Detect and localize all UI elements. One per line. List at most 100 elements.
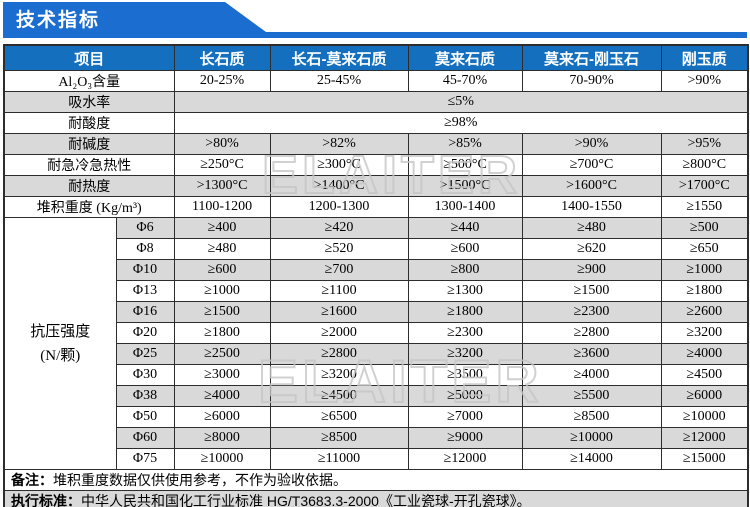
page-title: 技术指标 bbox=[16, 10, 101, 31]
value-cell: ≥650 bbox=[660, 238, 749, 260]
title-banner: 技术指标 bbox=[3, 2, 747, 38]
ball-size-cell: Φ6 bbox=[115, 217, 175, 239]
value-cell: ≥1550 bbox=[660, 196, 749, 218]
value-cell: ≥500 bbox=[660, 217, 749, 239]
value-cell: ≥1500 bbox=[173, 301, 271, 323]
value-cell: ≥300°C bbox=[269, 154, 409, 176]
table-row: Φ25 ≥2500 ≥2800 ≥3200 ≥3600 ≥4000 bbox=[4, 343, 749, 365]
column-header-3: 莫来石质 bbox=[407, 44, 523, 71]
value-cell: ≥12000 bbox=[407, 448, 523, 470]
table-row: 耐碱度 >80% >82% >85% >90% >95% bbox=[3, 133, 749, 155]
table-row: 吸水率 ≤5% bbox=[3, 91, 749, 113]
property-label-cell: 耐热度 bbox=[3, 175, 175, 197]
property-label-cell: 耐急冷急热性 bbox=[3, 154, 175, 176]
strength-label-cell: 抗压强度 (N/颗) bbox=[3, 217, 117, 470]
value-cell: 1200-1300 bbox=[269, 196, 409, 218]
value-cell: >90% bbox=[521, 133, 662, 155]
ball-size-cell: Φ25 bbox=[115, 343, 175, 365]
value-cell: ≥9000 bbox=[407, 427, 523, 449]
value-cell: 1300-1400 bbox=[407, 196, 523, 218]
value-cell: 70-90% bbox=[521, 70, 662, 92]
value-cell: ≥3200 bbox=[407, 343, 523, 365]
value-cell: ≥15000 bbox=[660, 448, 749, 470]
property-label-cell: Al₂O₃含量 bbox=[3, 70, 175, 92]
value-cell: ≥6000 bbox=[173, 406, 271, 428]
value-cell: ≥420 bbox=[269, 217, 409, 239]
table-row: Φ75 ≥10000 ≥11000 ≥12000 ≥14000 ≥15000 bbox=[4, 448, 749, 470]
value-cell: ≥6500 bbox=[269, 406, 409, 428]
table-row: 耐酸度 ≥98% bbox=[3, 112, 749, 134]
value-cell: ≥1600 bbox=[269, 301, 409, 323]
value-cell: ≥3600 bbox=[521, 343, 662, 365]
table-row: Al₂O₃含量 20-25% 25-45% 45-70% 70-90% >90% bbox=[3, 70, 749, 92]
table-row: Φ16 ≥1500 ≥1600 ≥1800 ≥2300 ≥2600 bbox=[4, 301, 749, 323]
value-cell: ≥2800 bbox=[269, 343, 409, 365]
value-cell: >85% bbox=[407, 133, 523, 155]
table-row: 执行标准：中华人民共和国化工行业标准 HG/T3683.3-2000《工业瓷球-… bbox=[3, 490, 749, 507]
value-cell: ≥1500 bbox=[521, 280, 662, 302]
note-text: 堆积重度数据仅供使用参考，不作为验收依据。 bbox=[53, 472, 347, 488]
ball-size-cell: Φ75 bbox=[115, 448, 175, 470]
value-cell: ≥700 bbox=[269, 259, 409, 281]
value-cell: ≥5000 bbox=[407, 385, 523, 407]
value-cell: ≥1800 bbox=[407, 301, 523, 323]
table-row: 耐急冷急热性 ≥250°C ≥300°C ≥500°C ≥700°C ≥800°C bbox=[3, 154, 749, 176]
table-row: 抗压强度 (N/颗) Φ6 ≥400 ≥420 ≥440 ≥480 ≥500 bbox=[3, 217, 749, 470]
value-cell: ≥8000 bbox=[173, 427, 271, 449]
table-row: 备注：堆积重度数据仅供使用参考，不作为验收依据。 bbox=[3, 469, 749, 491]
value-cell: >1700°C bbox=[660, 175, 749, 197]
value-cell: ≥11000 bbox=[269, 448, 409, 470]
value-cell: ≥3500 bbox=[407, 364, 523, 386]
ball-size-cell: Φ10 bbox=[115, 259, 175, 281]
value-cell: ≥500°C bbox=[407, 154, 523, 176]
table-row: 堆积重度 (Kg/m³) 1100-1200 1200-1300 1300-1400 1… bbox=[3, 196, 749, 218]
value-cell: ≥1800 bbox=[173, 322, 271, 344]
note-text: 中华人民共和国化工行业标准 HG/T3683.3-2000《工业瓷球-开孔瓷球》… bbox=[81, 493, 531, 507]
property-label-cell: 吸水率 bbox=[3, 91, 175, 113]
property-label-cell: 耐碱度 bbox=[3, 133, 175, 155]
note-label: 备注： bbox=[11, 472, 53, 488]
value-cell: ≥12000 bbox=[660, 427, 749, 449]
value-cell: >82% bbox=[269, 133, 409, 155]
value-cell: ≥1100 bbox=[269, 280, 409, 302]
remark-cell: 备注：堆积重度数据仅供使用参考，不作为验收依据。 bbox=[3, 469, 749, 491]
value-cell: 1100-1200 bbox=[173, 196, 271, 218]
merged-value-cell: ≥98% bbox=[173, 112, 749, 134]
value-cell: >80% bbox=[173, 133, 271, 155]
value-cell: >90% bbox=[660, 70, 749, 92]
value-cell: ≥480 bbox=[521, 217, 662, 239]
column-header-1: 长石质 bbox=[173, 44, 271, 71]
value-cell: ≥2800 bbox=[521, 322, 662, 344]
value-cell: ≥10000 bbox=[173, 448, 271, 470]
table-row: Φ10 ≥600 ≥700 ≥800 ≥900 ≥1000 bbox=[4, 259, 749, 281]
ball-size-cell: Φ8 bbox=[115, 238, 175, 260]
value-cell: ≥800°C bbox=[660, 154, 749, 176]
property-label-cell: 堆积重度 (Kg/m³) bbox=[3, 196, 175, 218]
value-cell: ≥480 bbox=[173, 238, 271, 260]
ball-size-cell: Φ60 bbox=[115, 427, 175, 449]
value-cell: 1400-1550 bbox=[521, 196, 662, 218]
value-cell: ≥400 bbox=[173, 217, 271, 239]
value-cell: ≥10000 bbox=[660, 406, 749, 428]
value-cell: 45-70% bbox=[407, 70, 523, 92]
value-cell: ≥600 bbox=[407, 238, 523, 260]
table-row: Φ30 ≥3000 ≥3200 ≥3500 ≥4000 ≥4500 bbox=[4, 364, 749, 386]
value-cell: >1500°C bbox=[407, 175, 523, 197]
table-row: Φ20 ≥1800 ≥2000 ≥2300 ≥2800 ≥3200 bbox=[4, 322, 749, 344]
value-cell: ≥10000 bbox=[521, 427, 662, 449]
value-cell: ≥2600 bbox=[660, 301, 749, 323]
value-cell: 20-25% bbox=[173, 70, 271, 92]
value-cell: ≥900 bbox=[521, 259, 662, 281]
value-cell: ≥8500 bbox=[521, 406, 662, 428]
value-cell: ≥520 bbox=[269, 238, 409, 260]
value-cell: ≥3200 bbox=[269, 364, 409, 386]
table-row: Φ50 ≥6000 ≥6500 ≥7000 ≥8500 ≥10000 bbox=[4, 406, 749, 428]
value-cell: ≥5500 bbox=[521, 385, 662, 407]
column-header-5: 刚玉质 bbox=[660, 44, 749, 71]
value-cell: ≥4500 bbox=[660, 364, 749, 386]
value-cell: >95% bbox=[660, 133, 749, 155]
ball-size-cell: Φ16 bbox=[115, 301, 175, 323]
strength-label-line2: (N/颗) bbox=[40, 347, 81, 364]
value-cell: ≥620 bbox=[521, 238, 662, 260]
